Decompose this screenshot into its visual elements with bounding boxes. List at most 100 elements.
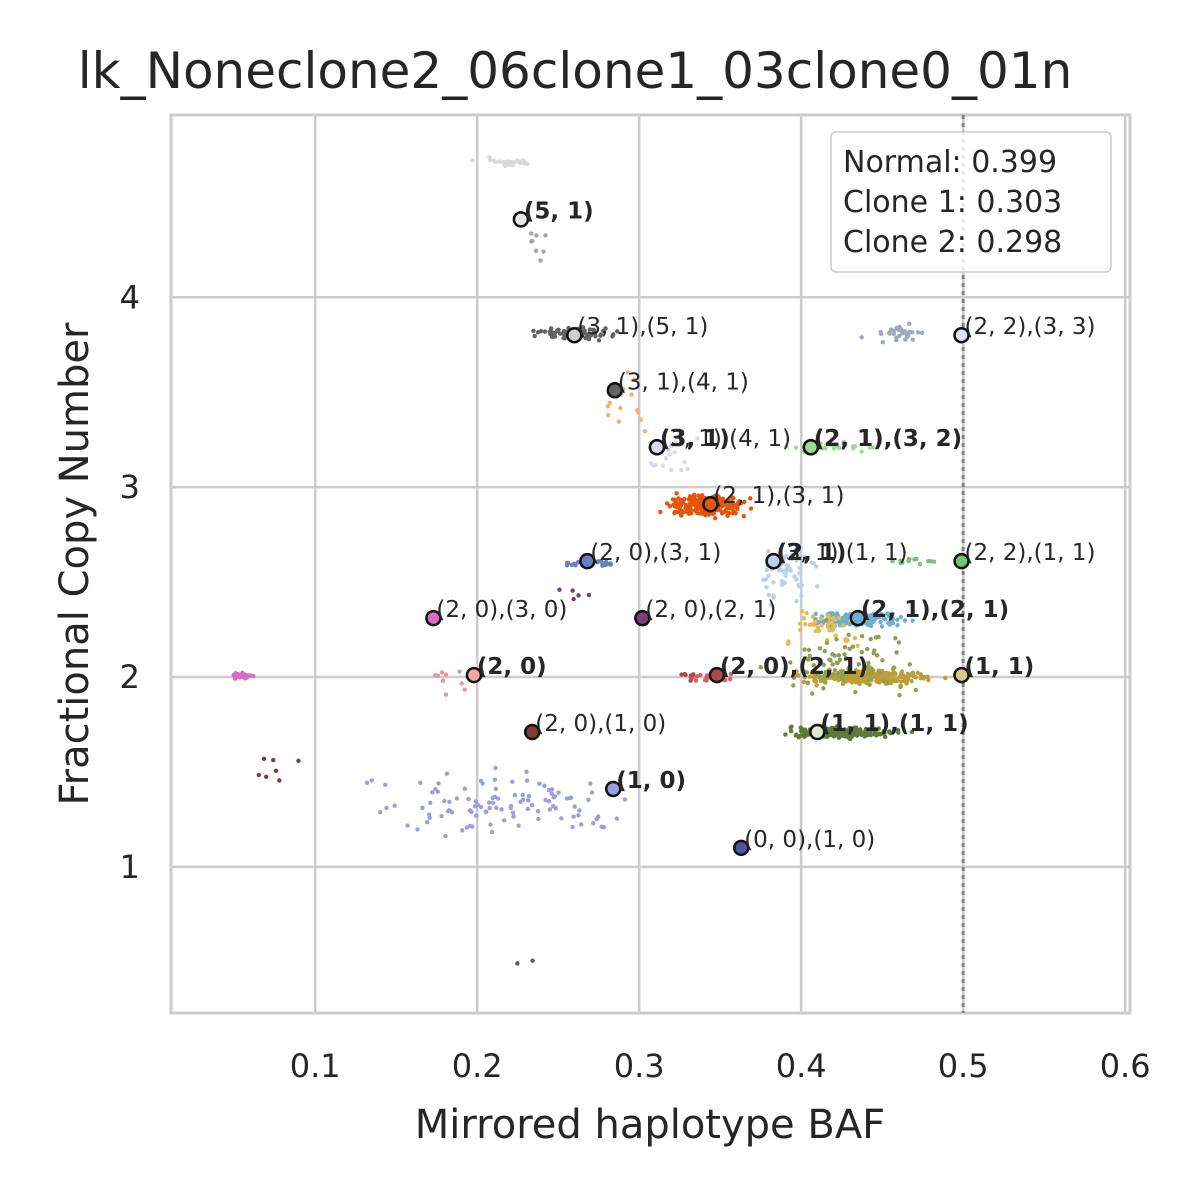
bin-point <box>704 675 709 680</box>
bin-point <box>797 621 803 626</box>
bin-point <box>369 778 374 783</box>
bin-point <box>460 828 465 833</box>
cluster-centroid <box>604 780 622 798</box>
bin-point <box>571 596 576 602</box>
bin-point <box>800 608 805 614</box>
bin-point <box>592 330 597 335</box>
x-tick-label: 0.6 <box>1100 1047 1151 1085</box>
bin-point <box>277 778 282 783</box>
y-tick-label: 2 <box>120 658 140 696</box>
bin-point <box>256 772 262 778</box>
bin-point <box>838 669 844 674</box>
x-tick-label: 0.5 <box>938 1047 989 1085</box>
bin-point <box>532 333 537 339</box>
bin-point <box>680 500 685 506</box>
bin-point <box>687 494 693 499</box>
bin-point <box>835 671 841 677</box>
copy-number-annotation: (2, 2),(1, 1) <box>965 540 1096 566</box>
bin-point <box>428 800 433 805</box>
bin-point <box>488 822 493 827</box>
bin-point <box>459 681 464 686</box>
bin-point <box>860 673 866 678</box>
bin-point <box>876 675 881 680</box>
bin-point <box>802 555 807 560</box>
copy-number-annotation: (2, 1) <box>814 426 884 452</box>
bin-point <box>845 638 850 643</box>
bin-point <box>724 506 729 511</box>
bin-point <box>834 611 840 616</box>
bin-point <box>237 675 242 680</box>
legend: Normal: 0.399 Clone 1: 0.303 Clone 2: 0.… <box>830 131 1112 273</box>
bin-point <box>782 580 787 586</box>
bin-point <box>466 796 471 802</box>
y-tick-label: 3 <box>120 468 140 506</box>
bin-point <box>918 676 923 681</box>
bin-point <box>526 793 532 799</box>
x-axis: 0.1 0.2 0.3 0.4 0.5 0.6 <box>290 1047 1151 1085</box>
y-axis-label: Fractional Copy Number <box>52 322 98 805</box>
bin-point <box>902 618 908 623</box>
bin-point <box>860 668 865 674</box>
bin-point <box>384 805 389 811</box>
bin-point <box>871 651 876 656</box>
bin-point <box>596 338 602 343</box>
bin-point <box>712 515 718 521</box>
bin-point <box>926 677 931 683</box>
bin-point <box>873 726 878 732</box>
bin-point <box>454 796 460 801</box>
bin-point <box>530 238 535 244</box>
bin-point <box>542 329 548 334</box>
bin-point <box>822 648 827 654</box>
cluster-centroid <box>732 839 750 857</box>
bin-point <box>832 668 838 673</box>
copy-number-annotation: (3, 1),(5, 1) <box>577 314 708 340</box>
bin-point <box>531 328 536 334</box>
bin-point <box>831 445 837 451</box>
bin-point <box>693 503 699 509</box>
cluster-centroid <box>634 609 651 627</box>
cluster-centroid <box>512 211 530 228</box>
bin-point <box>919 330 925 336</box>
bin-point <box>899 679 904 684</box>
bin-point <box>804 610 809 616</box>
cluster-centroid <box>953 666 970 684</box>
bin-point <box>377 810 383 815</box>
bin-point <box>720 502 725 507</box>
bin-point <box>555 328 560 333</box>
bin-point <box>489 829 495 835</box>
bin-point <box>809 670 815 675</box>
bin-point <box>691 500 697 505</box>
copy-number-annotation: (2, 0) <box>477 654 547 680</box>
bin-point <box>822 678 828 683</box>
bin-point <box>682 459 687 465</box>
bin-point <box>529 231 534 236</box>
bin-point <box>794 577 799 582</box>
bin-point <box>595 559 600 565</box>
bin-point <box>788 725 793 730</box>
bin-point <box>576 813 581 818</box>
bin-point <box>825 624 831 629</box>
bin-point <box>812 620 818 625</box>
bin-point <box>904 681 909 686</box>
bin-point <box>897 693 902 698</box>
bin-point <box>543 797 548 803</box>
bin-point <box>467 808 473 813</box>
bin-point <box>697 505 703 510</box>
bin-point <box>786 641 791 646</box>
bin-point <box>790 552 795 558</box>
bin-point <box>549 791 554 796</box>
copy-number-annotation: (2, 0),(1, 0) <box>535 711 666 737</box>
bin-point <box>557 331 563 336</box>
bin-point <box>524 778 530 783</box>
bin-point <box>582 330 587 335</box>
bin-point <box>813 611 818 617</box>
bin-point <box>642 429 648 434</box>
bin-point <box>520 792 525 798</box>
bin-point <box>830 662 835 667</box>
bin-point <box>761 577 766 582</box>
y-tick-label: 1 <box>120 848 140 886</box>
bin-point <box>668 443 673 449</box>
bin-point <box>534 233 539 238</box>
cluster-centroid <box>702 495 719 513</box>
bin-point <box>742 499 747 505</box>
